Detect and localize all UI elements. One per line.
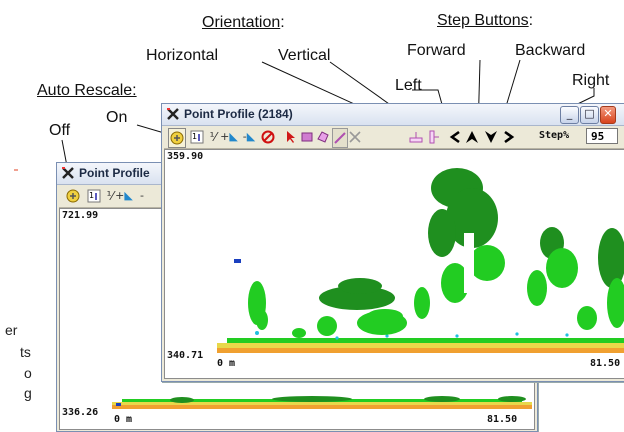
vertical-orientation-button[interactable] — [426, 128, 440, 146]
line-select-button[interactable] — [332, 128, 348, 148]
step-left-icon — [449, 130, 460, 144]
fragment-text-1: er — [5, 322, 18, 338]
sort-button[interactable]: 1 — [190, 128, 204, 146]
no-icon — [261, 130, 275, 144]
line-select-icon — [334, 132, 346, 144]
front-window-title: Point Profile (2184) — [184, 107, 293, 121]
rect-select-icon — [301, 132, 313, 142]
clear-icon — [349, 131, 361, 143]
orientation-heading-text: Orientation — [202, 14, 281, 31]
front-x-start-label: 0 m — [217, 358, 236, 369]
auto-rescale-off-button[interactable] — [65, 187, 81, 205]
select-arrow-button[interactable] — [284, 128, 298, 146]
auto-rescale-heading: Auto Rescale: — [37, 82, 137, 99]
select-arrow-icon — [287, 131, 295, 143]
add-point-icon: +◣ — [220, 130, 238, 143]
back-remove-point-button[interactable]: - — [135, 187, 149, 205]
svg-text:1: 1 — [89, 191, 94, 200]
step-right-icon — [504, 130, 515, 144]
horizontal-label: Horizontal — [146, 47, 219, 64]
right-label: Right — [572, 72, 610, 89]
front-window-titlebar[interactable]: Point Profile (2184) _ □ ✕ — [162, 104, 624, 126]
forward-label: Forward — [407, 42, 466, 59]
remove-point-icon: - — [140, 189, 144, 202]
horizontal-orientation-button[interactable] — [409, 128, 423, 146]
add-point-icon: +◣ — [115, 189, 133, 202]
percent-icon: ⅟ — [106, 189, 114, 203]
remove-point-icon: -◣ — [242, 130, 256, 143]
percent-button[interactable]: ⅟ — [206, 128, 220, 146]
step-right-button[interactable] — [502, 128, 516, 146]
step-percent-label: Step% — [539, 130, 570, 141]
orientation-heading: Orientation: — [202, 14, 285, 32]
polygon-select-button[interactable] — [316, 128, 330, 146]
off-label: Off — [49, 122, 71, 139]
front-y-min-label: 340.71 — [167, 350, 204, 361]
front-y-max-label: 359.90 — [167, 151, 204, 162]
step-forward-icon — [466, 131, 478, 143]
remove-point-button[interactable]: -◣ — [240, 128, 258, 146]
step-backward-button[interactable] — [484, 128, 498, 146]
front-toolbar: 1 ⅟ +◣ -◣ Step% 95 — [164, 126, 624, 149]
back-add-point-button[interactable]: +◣ — [115, 187, 133, 205]
maximize-button[interactable]: □ — [580, 106, 599, 124]
minimize-icon: _ — [566, 107, 573, 120]
orientation-colon: : — [280, 14, 285, 31]
vertical-label: Vertical — [278, 47, 331, 64]
clear-button[interactable] — [348, 128, 362, 146]
front-x-end-label: 81.50 — [590, 358, 621, 369]
fragment-text-2: ts — [20, 344, 31, 360]
front-point-cloud — [217, 168, 624, 353]
step-buttons-heading-text: Step Buttons — [437, 12, 529, 29]
step-forward-button[interactable] — [465, 128, 479, 146]
front-point-profile-window[interactable]: Point Profile (2184) _ □ ✕ 1 ⅟ +◣ -◣ Ste… — [161, 103, 624, 382]
back-x-end-label: 81.50 — [487, 414, 518, 425]
fragment-text-4: g — [24, 385, 32, 401]
maximize-icon: □ — [584, 107, 595, 120]
front-profile-plot[interactable]: 359.90 340.71 0 m 81.50 — [164, 149, 624, 379]
vertical-orientation-icon — [429, 130, 439, 144]
close-button[interactable]: ✕ — [600, 106, 616, 124]
sort-icon: 1 — [87, 189, 101, 203]
step-left-button[interactable] — [448, 128, 462, 146]
step-percent-input[interactable]: 95 — [586, 128, 618, 144]
back-app-icon — [62, 167, 74, 179]
backward-label: Backward — [515, 42, 586, 59]
no-button[interactable] — [260, 128, 276, 146]
step-buttons-heading: Step Buttons: — [437, 12, 533, 30]
on-label: On — [106, 109, 128, 126]
back-x-start-label: 0 m — [114, 414, 133, 425]
auto-rescale-on-button[interactable] — [168, 128, 186, 148]
rect-select-button[interactable] — [300, 128, 314, 146]
back-sort-button[interactable]: 1 — [87, 187, 101, 205]
horizontal-orientation-icon — [409, 132, 423, 143]
fragment-text-3: o — [24, 365, 32, 381]
auto-rescale-icon — [66, 189, 80, 203]
polygon-select-icon — [317, 131, 329, 143]
back-percent-button[interactable]: ⅟ — [103, 187, 117, 205]
step-backward-icon — [485, 131, 497, 143]
back-window-title: Point Profile — [79, 166, 150, 180]
step-buttons-colon: : — [528, 12, 534, 29]
percent-icon: ⅟ — [209, 130, 217, 144]
add-point-button[interactable]: +◣ — [220, 128, 238, 146]
minimize-button[interactable]: _ — [560, 106, 579, 124]
auto-rescale-icon — [170, 131, 184, 145]
back-ground-points — [112, 396, 532, 409]
front-app-icon — [167, 108, 179, 120]
close-icon: ✕ — [603, 107, 613, 120]
sort-icon: 1 — [190, 130, 204, 144]
back-y-max-label: 721.99 — [62, 210, 99, 221]
svg-text:1: 1 — [192, 132, 197, 141]
back-y-min-label: 336.26 — [62, 407, 99, 418]
